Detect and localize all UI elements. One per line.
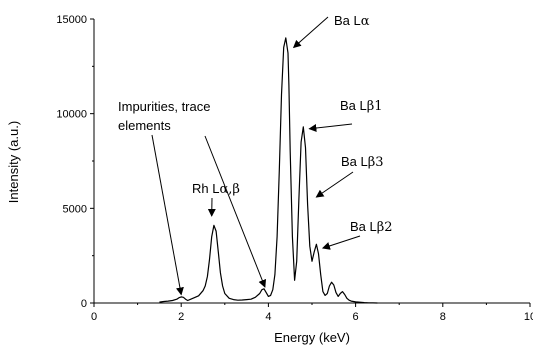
- y-tick-label: 5000: [63, 203, 87, 215]
- arrow-impurities-high: [204, 135, 267, 288]
- arrow-ba-l-beta2: [321, 235, 361, 250]
- x-tick-label: 10: [524, 311, 533, 323]
- arrow-ba-l-beta1: [308, 123, 353, 132]
- annotation-ba-l-beta3: Ba Lβ3: [341, 154, 384, 170]
- annotation-impurities-line2: elements: [118, 118, 171, 133]
- y-tick-label: 10000: [56, 109, 87, 121]
- y-axis-title: Intensity (a.u.): [6, 121, 21, 203]
- annotation-ba-l-alpha: Ba Lα: [334, 13, 370, 29]
- y-tick-label: 0: [81, 298, 87, 310]
- arrow-impurities-low: [151, 134, 184, 296]
- arrow-ba-l-alpha: [292, 16, 329, 49]
- x-tick-label: 6: [353, 311, 359, 323]
- annotation-ba-l-beta1: Ba Lβ1: [340, 98, 383, 114]
- annotations: Ba Lα Ba Lβ1 Ba Lβ3 Ba Lβ2 Rh Lα,β Impur…: [118, 13, 393, 296]
- annotation-rh-l-alpha-beta: Rh Lα,β: [192, 181, 240, 197]
- x-axis-title: Energy (keV): [274, 330, 350, 345]
- annotation-ba-l-beta2: Ba Lβ2: [350, 219, 393, 235]
- x-tick-label: 4: [265, 311, 271, 323]
- spectrum-series-line: [159, 37, 378, 304]
- x-axis-ticks: 0 2 4 6 8 10: [91, 303, 533, 323]
- y-tick-label: 15000: [56, 14, 87, 26]
- x-tick-label: 0: [91, 311, 97, 323]
- x-tick-label: 2: [178, 311, 184, 323]
- x-tick-label: 8: [440, 311, 446, 323]
- y-axis-ticks: 0 5000 10000 15000: [56, 14, 94, 310]
- arrow-ba-l-beta3: [315, 171, 354, 198]
- annotation-impurities-line1: Impurities, trace: [118, 99, 210, 114]
